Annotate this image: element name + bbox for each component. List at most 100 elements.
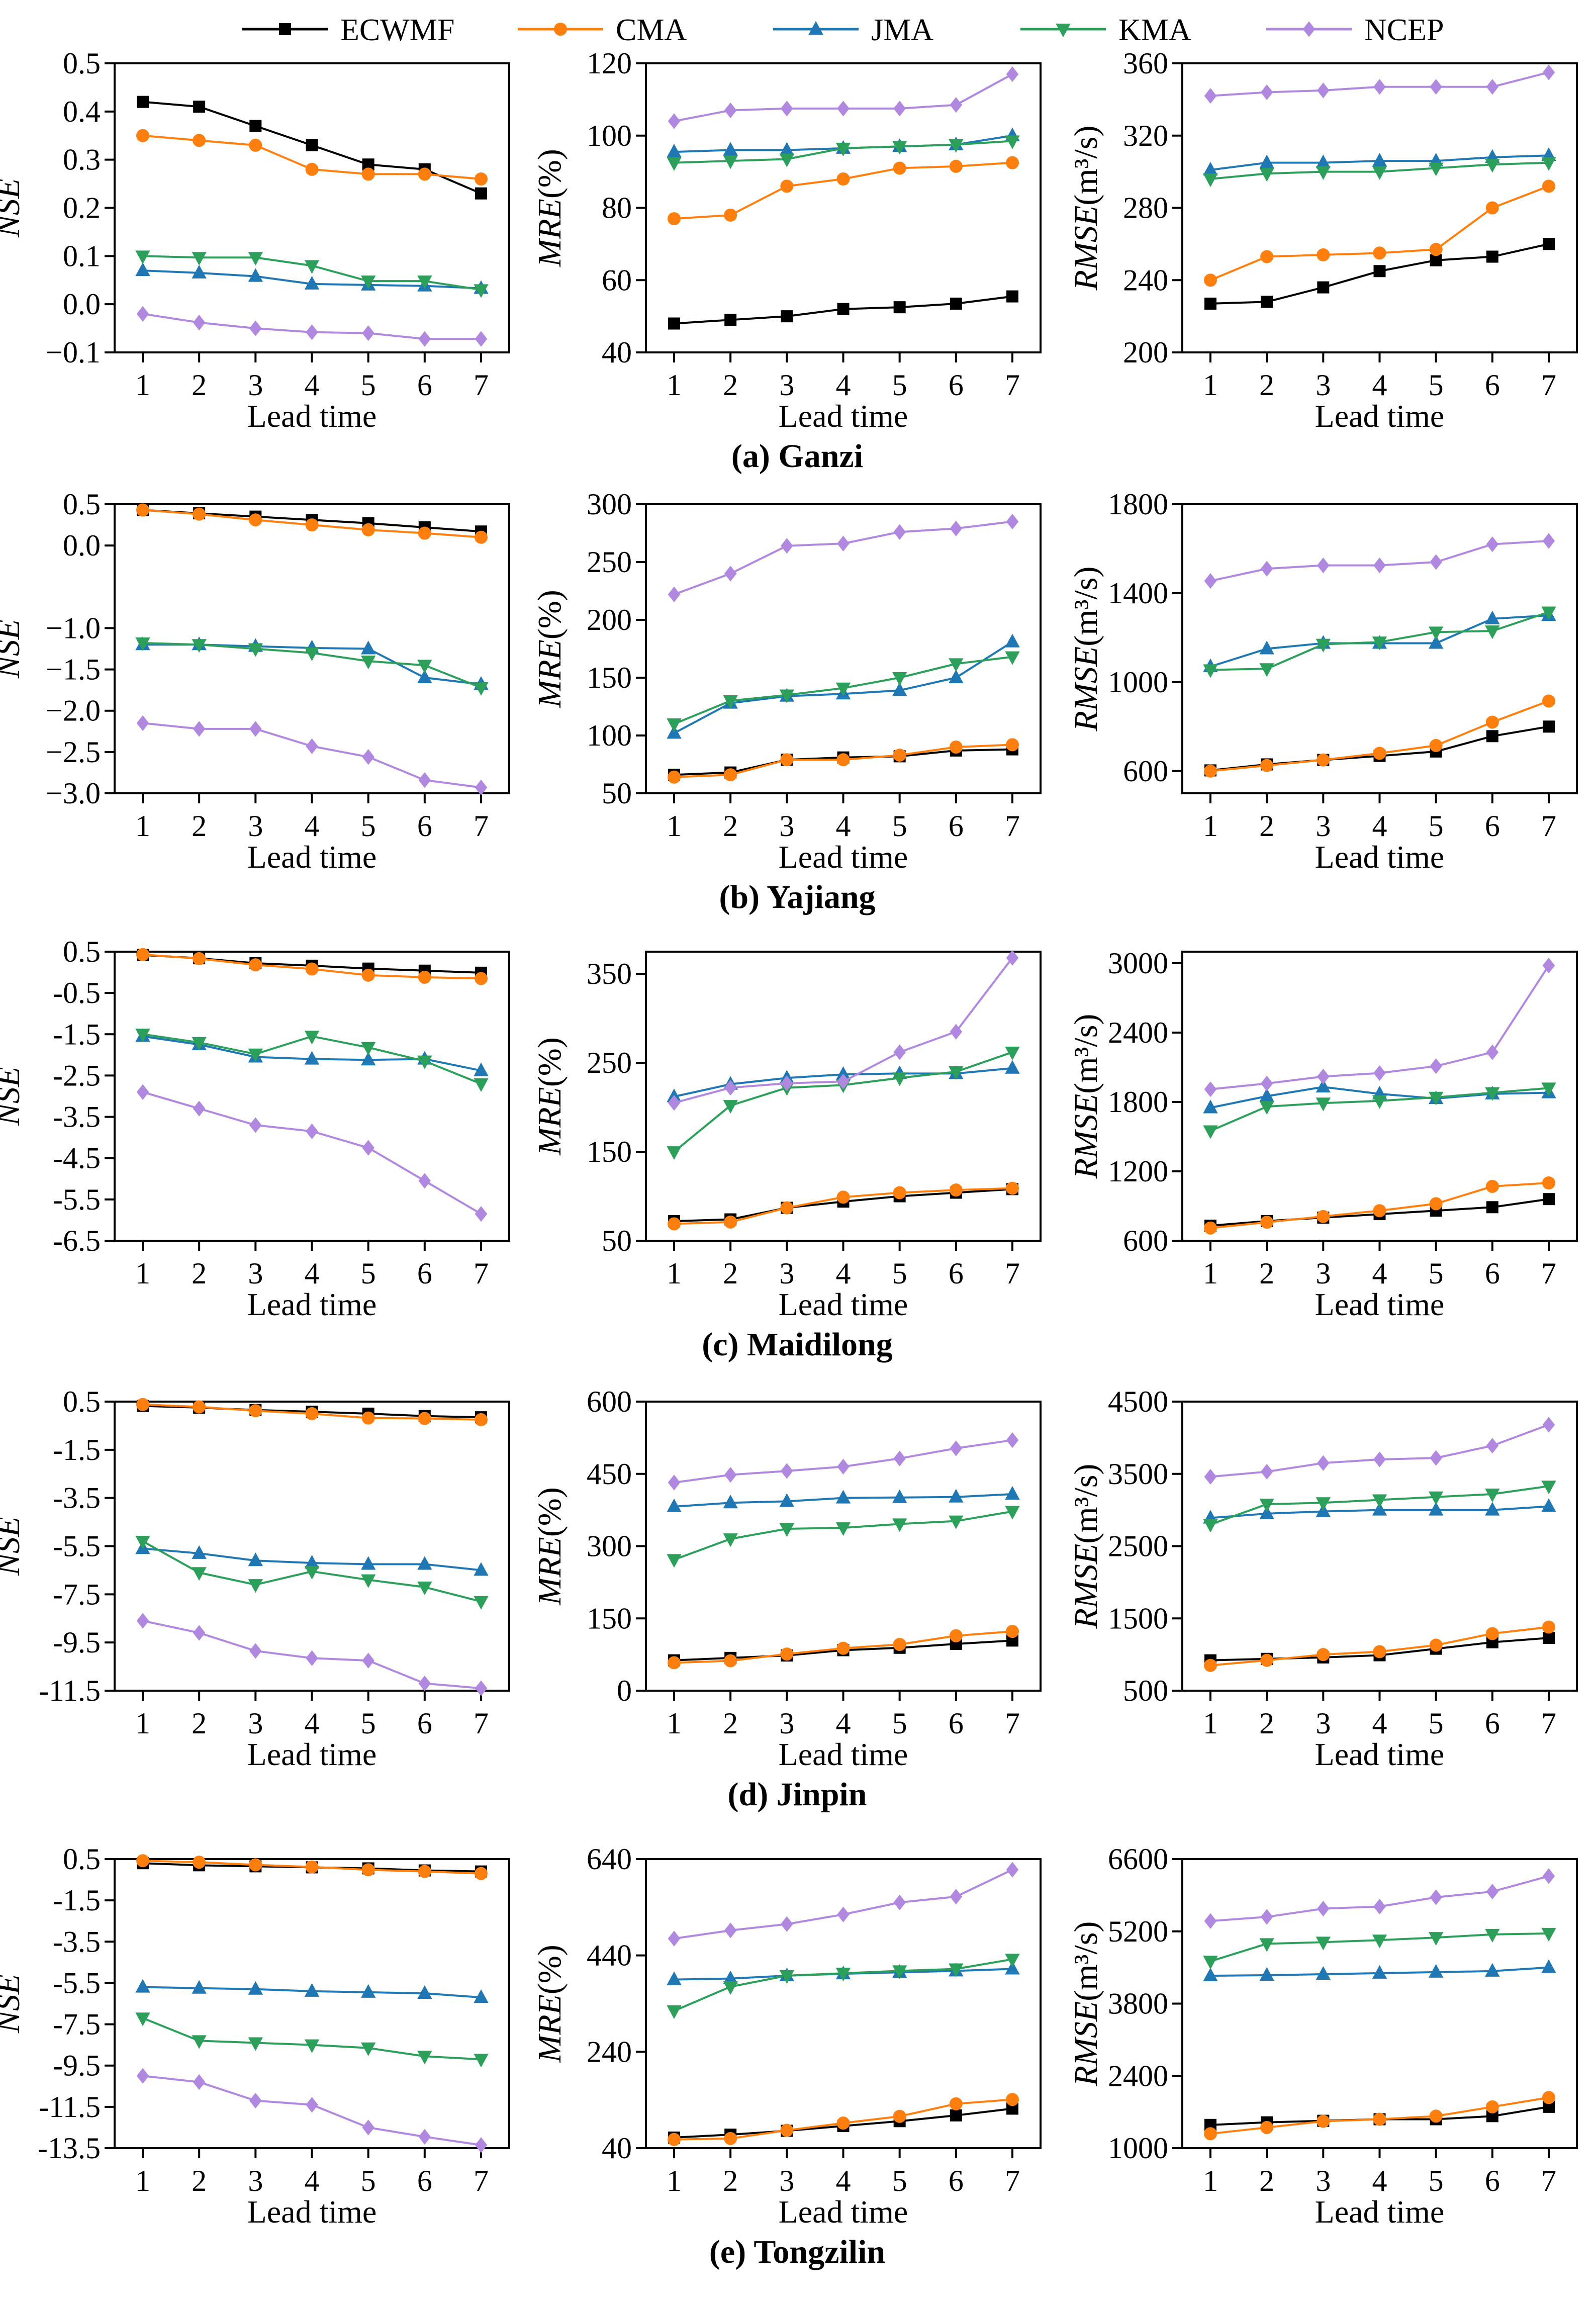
data-point [668, 1095, 681, 1111]
series-kma [1203, 157, 1556, 188]
data-point [667, 1971, 682, 1985]
data-point [1203, 1125, 1218, 1139]
data-point [193, 507, 206, 521]
data-point [1485, 2100, 1499, 2113]
series-cma [668, 1181, 1019, 1231]
x-axis-label: Lead time [779, 839, 908, 875]
data-point [474, 682, 489, 696]
panel-mre: 50 150 250 350 1 2 3 4 5 6 7 Lead time MRE(%) [531, 950, 1042, 1322]
y-tick-label: 60 [602, 263, 632, 297]
station-caption: (b) Yajiang [719, 879, 875, 915]
data-point [192, 1545, 207, 1559]
data-point [1259, 640, 1274, 655]
y-tick-label: -13.5 [38, 2132, 101, 2165]
y-tick-label: 100 [587, 719, 632, 752]
data-point [781, 538, 793, 554]
data-point [1485, 715, 1499, 729]
data-point [1317, 1648, 1330, 1662]
data-point [418, 526, 431, 540]
data-point [1316, 1497, 1331, 1511]
data-point [304, 260, 320, 274]
y-tick-label: 0.5 [63, 488, 101, 521]
data-point [1203, 1099, 1218, 1114]
data-point [668, 1217, 681, 1231]
x-tick-label: 7 [1541, 1707, 1556, 1740]
plot-frame [1181, 62, 1578, 353]
data-point [723, 155, 738, 169]
data-point [475, 331, 488, 347]
y-tick-label: 320 [1123, 119, 1168, 152]
y-tick-label: 0.4 [63, 95, 101, 128]
x-tick-label: 6 [949, 368, 964, 402]
legend-label: NCEP [1364, 13, 1444, 47]
x-tick-label: 2 [1259, 1707, 1274, 1740]
series-ncep [1204, 533, 1555, 589]
x-tick-label: 3 [248, 809, 263, 843]
data-point [1485, 1963, 1500, 1977]
y-tick-label: 1400 [1108, 577, 1168, 610]
x-tick-label: 2 [1259, 2164, 1274, 2197]
data-point [1204, 1221, 1217, 1235]
data-point [1542, 1417, 1555, 1433]
data-point [1259, 1967, 1274, 1981]
y-tick-label: 2500 [1108, 1530, 1168, 1563]
y-tick-label: 100 [587, 119, 632, 152]
x-tick-label: 4 [836, 368, 851, 402]
data-point [418, 2129, 431, 2145]
data-point [249, 513, 262, 527]
data-point [1542, 533, 1555, 549]
data-point [306, 2097, 318, 2113]
data-point [304, 275, 320, 290]
y-axis-label: RMSE(m³/s) [1068, 1921, 1104, 2087]
data-point [136, 715, 149, 731]
data-point [192, 1980, 207, 1994]
data-point [248, 643, 263, 657]
data-point [1486, 79, 1499, 95]
x-tick-label: 5 [892, 368, 907, 402]
y-axis-label: MRE(%) [531, 1945, 568, 2063]
series-cma [1204, 2091, 1555, 2141]
data-point [474, 2054, 489, 2068]
legend-label: ECWMF [340, 13, 454, 47]
data-point [668, 1656, 681, 1670]
data-point [1259, 1505, 1274, 1519]
data-point [893, 524, 906, 540]
data-point [835, 682, 851, 696]
data-point [1006, 1625, 1019, 1638]
data-point [1005, 1060, 1020, 1074]
x-tick-label: 3 [1316, 368, 1331, 402]
data-point [893, 749, 906, 762]
data-point [667, 157, 682, 171]
data-point [475, 779, 488, 796]
series-kma [135, 637, 489, 696]
y-axis-label: NSE [0, 619, 27, 679]
x-tick-label: 5 [361, 809, 376, 843]
data-point [949, 159, 963, 173]
x-tick-label: 5 [361, 1707, 376, 1740]
data-point [1541, 1481, 1556, 1495]
data-point [1428, 162, 1444, 176]
x-axis-label: Lead time [1315, 1736, 1445, 1772]
y-tick-label: −1.0 [46, 611, 101, 644]
data-point [1005, 633, 1020, 648]
data-point [418, 167, 431, 181]
data-point [1204, 1081, 1217, 1097]
x-tick-label: 3 [248, 1257, 263, 1290]
data-point [306, 139, 318, 151]
data-point [1317, 558, 1330, 574]
data-point [136, 306, 149, 322]
data-point [1317, 1210, 1330, 1223]
x-tick-label: 2 [192, 1707, 207, 1740]
data-point [779, 689, 795, 703]
data-point [1373, 1898, 1386, 1915]
data-point [723, 142, 738, 156]
series-ecwmf [1204, 238, 1555, 310]
series-kma [135, 2012, 489, 2068]
data-point [305, 162, 319, 176]
data-point [1204, 764, 1217, 778]
series-cma [668, 2093, 1019, 2146]
data-point [474, 1562, 489, 1576]
data-point [1260, 1216, 1274, 1229]
data-point [417, 1985, 432, 1999]
series-jma [1203, 1959, 1556, 1982]
